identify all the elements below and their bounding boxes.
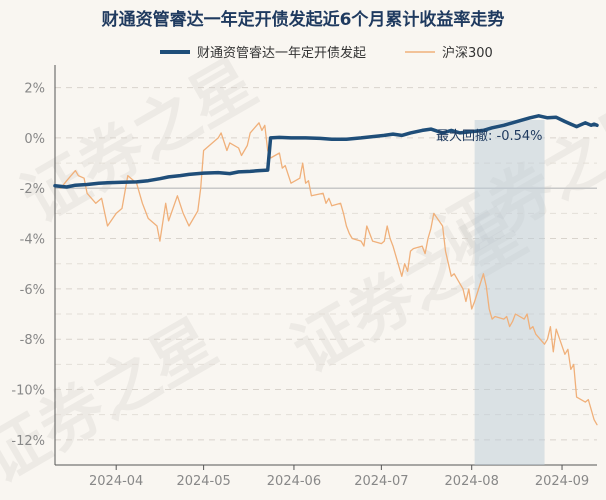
y-axis: 2% 0% -2% -4% -6% -8% -10% -12% (11, 82, 45, 449)
x-tick-label: 2024-05 (176, 474, 230, 489)
y-tick-label: 2% (24, 82, 45, 97)
x-tick-label: 2024-08 (445, 474, 499, 489)
x-tick-label: 2024-09 (535, 474, 589, 489)
x-tick-label: 2024-07 (354, 474, 408, 489)
series-line-index (54, 122, 598, 426)
y-tick-label: -2% (20, 182, 45, 197)
drawdown-area (474, 120, 545, 465)
legend-label-fund: 财通资管睿达一年定开债发起 (197, 45, 366, 61)
y-tick-label: 0% (24, 132, 45, 147)
y-tick-label: -8% (20, 333, 45, 348)
watermark-text: 证券之星 (10, 46, 269, 238)
legend-label-index: 沪深300 (442, 45, 493, 61)
x-axis: 2024-04 2024-05 2024-06 2024-07 2024-08 2024-… (89, 465, 589, 489)
y-tick-label: -4% (20, 233, 45, 248)
drawdown-band (474, 120, 545, 465)
y-tick-label: -12% (11, 434, 45, 449)
drawdown-label: 最大回撤: -0.54% (436, 128, 543, 144)
y-tick-label: -10% (11, 384, 45, 399)
x-tick-label: 2024-06 (267, 474, 321, 489)
series-lines (53, 114, 599, 426)
series-line-fund (53, 114, 599, 189)
legend: 财通资管睿达一年定开债发起 沪深300 (160, 45, 493, 61)
y-tick-label: -6% (20, 283, 45, 298)
x-tick-label: 2024-04 (89, 474, 143, 489)
chart-title: 财通资管睿达一年定开债发起近6个月累计收益率走势 (101, 9, 505, 30)
